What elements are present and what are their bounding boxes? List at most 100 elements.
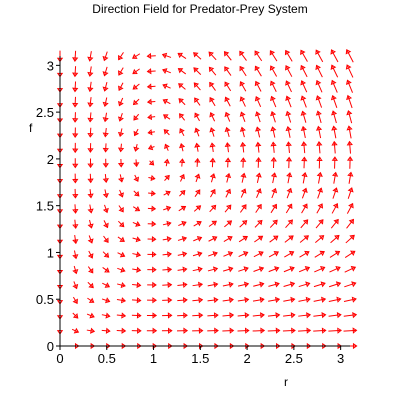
direction-arrow <box>208 66 217 76</box>
direction-arrow <box>132 236 141 243</box>
direction-arrow <box>162 114 171 120</box>
direction-arrow <box>133 128 140 137</box>
direction-arrow <box>255 157 262 168</box>
direction-arrow <box>194 142 201 152</box>
direction-arrow <box>102 189 109 199</box>
direction-arrow <box>270 95 277 108</box>
direction-arrow <box>237 327 250 334</box>
direction-arrow <box>193 205 202 212</box>
direction-arrow <box>147 129 155 136</box>
direction-arrow <box>315 64 323 78</box>
direction-arrow <box>102 158 109 168</box>
direction-arrow <box>87 235 94 244</box>
direction-arrow <box>224 142 231 153</box>
direction-arrow <box>72 281 79 290</box>
direction-arrow <box>147 251 157 258</box>
direction-arrow <box>239 65 247 77</box>
direction-arrow <box>132 281 142 289</box>
direction-arrow <box>331 203 339 214</box>
direction-arrow <box>331 110 338 124</box>
direction-arrow <box>116 327 127 334</box>
direction-arrow <box>345 48 354 63</box>
direction-arrow <box>283 312 296 319</box>
direction-arrow <box>162 235 172 243</box>
direction-arrow <box>237 296 250 304</box>
direction-arrow <box>299 235 310 243</box>
direction-arrow <box>208 51 217 61</box>
direction-arrow <box>118 67 124 76</box>
direction-arrow <box>102 174 109 184</box>
direction-arrow <box>239 96 246 107</box>
direction-arrow <box>328 296 342 303</box>
direction-arrow <box>282 327 296 334</box>
direction-arrow <box>131 312 142 319</box>
direction-arrow <box>209 96 216 107</box>
direction-arrow <box>269 219 278 228</box>
direction-arrow <box>179 113 186 121</box>
direction-arrow <box>222 266 234 273</box>
direction-arrow <box>270 110 277 123</box>
direction-arrow <box>117 128 125 138</box>
direction-arrow <box>346 94 353 109</box>
y-ticks: 0 0.5 1 1.5 2 2.5 3 <box>36 58 60 354</box>
direction-arrow <box>240 172 247 183</box>
direction-arrow <box>162 312 173 319</box>
direction-arrow <box>177 251 188 258</box>
direction-arrow <box>102 112 109 123</box>
direction-arrow <box>286 187 293 199</box>
direction-arrow <box>222 312 235 319</box>
direction-arrow <box>118 220 125 228</box>
direction-arrow <box>271 187 278 199</box>
direction-arrow <box>147 220 157 228</box>
direction-arrow <box>116 297 126 304</box>
y-tick-label: 0 <box>47 339 54 354</box>
direction-arrow <box>301 156 308 169</box>
direction-arrow <box>346 125 353 139</box>
direction-arrow <box>117 236 125 242</box>
direction-arrow <box>179 128 185 137</box>
direction-arrow <box>103 220 109 229</box>
direction-arrow <box>285 141 292 154</box>
direction-arrow <box>72 219 79 229</box>
direction-arrow <box>254 50 263 62</box>
direction-arrow <box>255 126 262 138</box>
direction-arrow <box>178 98 186 106</box>
direction-arrow <box>147 281 157 289</box>
direction-arrow <box>192 266 203 273</box>
direction-arrow <box>222 296 234 304</box>
direction-arrow <box>316 171 323 184</box>
direction-arrow <box>255 203 262 213</box>
direction-arrow <box>193 220 202 227</box>
direction-arrow <box>268 281 280 288</box>
direction-arrow <box>268 296 281 303</box>
direction-arrow <box>178 83 186 90</box>
direction-arrow <box>163 205 172 212</box>
direction-arrow <box>72 312 79 319</box>
direction-arrow <box>87 281 94 289</box>
direction-arrow <box>178 158 186 167</box>
direction-arrow <box>237 281 250 288</box>
direction-arrow <box>314 250 325 258</box>
direction-arrow <box>102 128 109 138</box>
y-tick-label: 2 <box>47 152 54 167</box>
direction-arrow <box>87 127 94 138</box>
direction-arrow <box>254 65 262 77</box>
direction-arrow <box>194 173 201 183</box>
direction-arrow <box>207 281 219 288</box>
direction-arrow <box>71 327 80 334</box>
direction-arrow <box>347 171 354 184</box>
direction-arrow <box>179 189 186 197</box>
direction-arrow <box>300 219 309 229</box>
direction-arrow <box>72 188 79 199</box>
direction-arrow <box>224 126 231 138</box>
direction-arrow <box>132 251 142 258</box>
direction-arrow <box>347 187 354 199</box>
direction-arrow <box>315 110 322 123</box>
direction-arrow <box>253 250 264 258</box>
direction-arrow <box>270 126 277 138</box>
direction-arrow <box>118 205 124 213</box>
direction-arrow <box>132 98 140 106</box>
direction-arrow <box>253 281 265 288</box>
direction-arrow <box>239 50 247 61</box>
direction-arrow <box>192 312 204 319</box>
